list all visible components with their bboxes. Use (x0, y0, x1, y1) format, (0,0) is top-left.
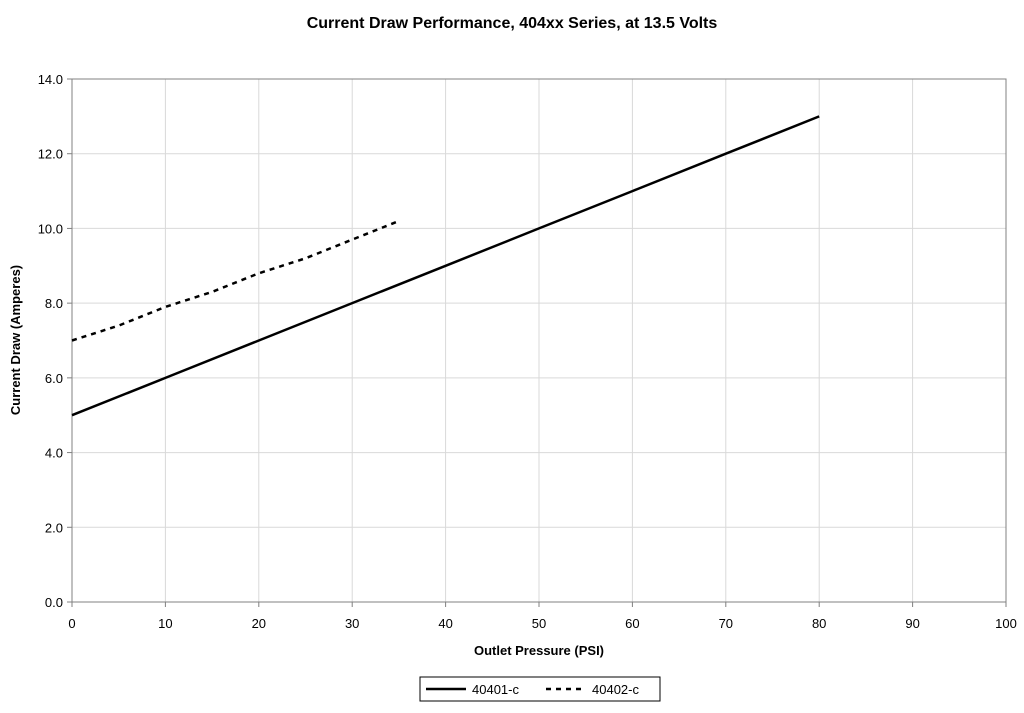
x-tick-label: 90 (905, 616, 919, 631)
y-axis-label: Current Draw (Amperes) (8, 265, 23, 415)
y-tick-label: 6.0 (45, 371, 63, 386)
axis-ticks: 0 10 20 30 40 50 60 70 80 90 100 0.0 2.0 4.0 6.0 8.0 10.… (38, 72, 1017, 631)
y-tick-label: 4.0 (45, 446, 63, 461)
x-tick-label: 30 (345, 616, 359, 631)
gridlines (72, 79, 1006, 602)
x-tick-label: 50 (532, 616, 546, 631)
y-tick-label: 12.0 (38, 147, 63, 162)
legend-label-40401-c: 40401-c (472, 682, 519, 697)
x-tick-label: 100 (995, 616, 1017, 631)
x-tick-label: 70 (719, 616, 733, 631)
x-tick-label: 40 (438, 616, 452, 631)
y-tick-label: 10.0 (38, 221, 63, 236)
chart-title: Current Draw Performance, 404xx Series, … (307, 15, 718, 32)
x-tick-label: 0 (68, 616, 75, 631)
x-tick-label: 80 (812, 616, 826, 631)
series-line-40402-c (71, 219, 400, 342)
y-tick-label: 0.0 (45, 595, 63, 610)
x-axis-label: Outlet Pressure (PSI) (474, 643, 604, 658)
legend: 40401-c 40402-c (419, 676, 661, 702)
x-tick-label: 60 (625, 616, 639, 631)
legend-label-40402-c: 40402-c (592, 682, 639, 697)
y-tick-label: 8.0 (45, 296, 63, 311)
x-tick-label: 20 (252, 616, 266, 631)
x-tick-label: 10 (158, 616, 172, 631)
y-tick-label: 14.0 (38, 72, 63, 87)
series-line-40401-c (71, 115, 820, 417)
series-lines (71, 115, 820, 417)
y-tick-label: 2.0 (45, 520, 63, 535)
